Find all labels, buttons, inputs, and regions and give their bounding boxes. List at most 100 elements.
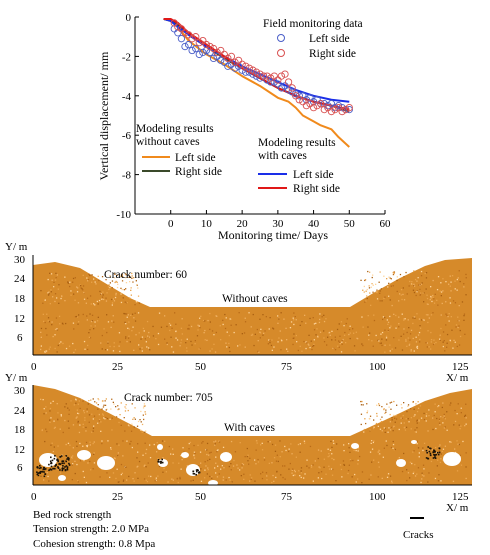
rock-grain [122, 276, 124, 278]
rock-grain [109, 282, 111, 284]
rock-grain [430, 339, 433, 341]
crack-mark [434, 454, 436, 457]
rock-grain [80, 287, 82, 289]
rock-grain [67, 281, 69, 283]
rock-grain [149, 349, 151, 351]
rock-grain [117, 405, 119, 407]
panel-x-axis-label: X/ m [446, 502, 469, 514]
rock-grain [394, 448, 396, 451]
rock-grain [70, 294, 72, 296]
rock-grain [94, 304, 96, 306]
rock-grain [87, 462, 89, 464]
rock-grain [418, 419, 420, 421]
rock-grain [312, 345, 314, 348]
rock-grain [402, 293, 404, 296]
rock-grain [371, 441, 373, 443]
rock-grain [213, 441, 215, 443]
rock-grain [175, 330, 177, 333]
rock-grain [434, 293, 436, 295]
rock-grain [427, 321, 429, 324]
rock-grain [418, 452, 420, 454]
rock-grain [422, 318, 424, 321]
rock-grain [398, 457, 400, 459]
rock-grain [355, 331, 357, 333]
rock-grain [433, 302, 436, 304]
rock-grain [404, 429, 407, 431]
rock-grain [432, 294, 434, 297]
rock-grain [443, 413, 445, 416]
rock-grain [110, 326, 112, 328]
rock-grain [131, 272, 133, 275]
rock-grain [243, 332, 246, 334]
rock-grain [78, 413, 80, 415]
rock-grain [137, 420, 140, 423]
rock-grain [144, 338, 146, 340]
rock-grain [455, 326, 457, 328]
rock-grain [172, 453, 174, 455]
rock-grain [40, 327, 43, 330]
rock-grain [459, 454, 461, 456]
rock-grain [47, 320, 49, 322]
rock-grain [131, 403, 133, 405]
rock-grain [410, 408, 412, 410]
rock-grain [259, 337, 261, 339]
rock-grain [89, 313, 91, 315]
rock-grain [230, 469, 232, 471]
rock-grain [238, 312, 240, 314]
rock-grain [74, 316, 77, 318]
rock-grain [378, 404, 381, 407]
rock-grain [172, 351, 175, 353]
rock-grain [132, 281, 134, 283]
rock-grain [249, 480, 251, 482]
cave-void [411, 440, 417, 444]
rock-grain [115, 406, 117, 408]
rock-grain [85, 445, 88, 447]
rock-grain [82, 470, 84, 473]
series-point [174, 23, 182, 31]
rock-grain [362, 326, 364, 328]
rock-grain [266, 475, 268, 477]
rock-grain [64, 459, 67, 462]
rock-grain [217, 449, 219, 451]
rock-grain [88, 400, 90, 402]
rock-grain [182, 447, 184, 449]
rock-grain [200, 468, 202, 470]
rock-grain [380, 421, 383, 423]
rock-grain [456, 470, 459, 472]
rock-grain [384, 351, 386, 353]
rock-grain [363, 291, 365, 293]
rock-grain [395, 418, 398, 420]
rock-grain [289, 462, 291, 465]
panel-x-axis-label: X/ m [446, 372, 469, 384]
rock-grain [437, 480, 440, 482]
rock-grain [116, 443, 118, 445]
rock-grain [45, 406, 47, 408]
rock-grain [242, 463, 245, 466]
crack-mark [62, 460, 65, 463]
y-tick-label: -4 [122, 91, 132, 103]
rock-grain [333, 458, 335, 461]
y-tick-label: -2 [122, 51, 131, 63]
rock-grain [387, 323, 389, 325]
rock-grain [56, 403, 58, 405]
rock-grain [65, 443, 67, 446]
rock-grain [304, 473, 306, 475]
rock-grain [99, 418, 101, 421]
rock-grain [403, 402, 405, 404]
rock-grain [199, 327, 201, 329]
rock-grain [427, 430, 429, 432]
rock-grain [395, 414, 397, 417]
crack-mark [430, 447, 432, 450]
rock-grain [76, 409, 78, 411]
rock-grain [432, 312, 434, 314]
rock-grain [249, 474, 251, 476]
rock-grain [376, 298, 379, 300]
rock-grain [401, 407, 403, 409]
rock-grain [45, 428, 47, 430]
crack-mark [437, 453, 440, 456]
rock-grain [229, 350, 231, 353]
rock-grain [315, 334, 317, 336]
rock-grain [425, 314, 428, 316]
crack-mark [62, 465, 64, 467]
rock-grain [274, 450, 277, 452]
